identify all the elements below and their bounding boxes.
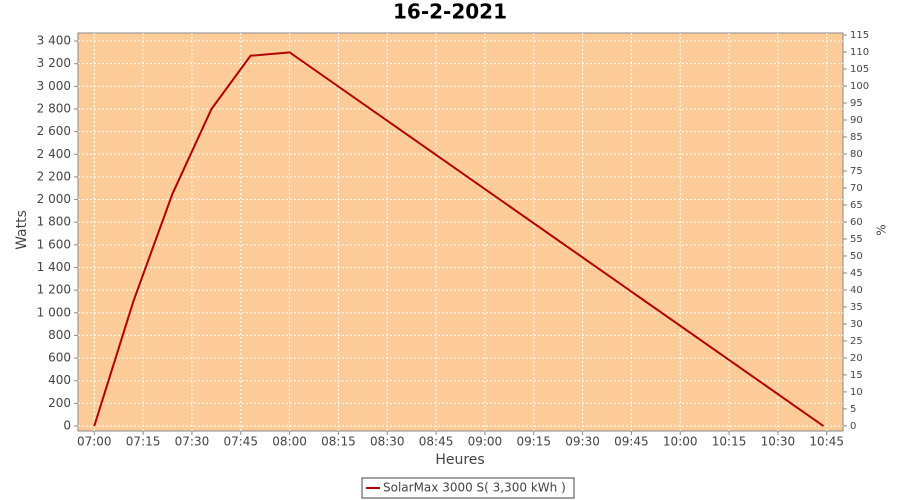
y-tick-label: 3 000: [37, 79, 71, 93]
y2-tick-label: 0: [850, 421, 856, 432]
y2-tick-label: 110: [850, 47, 869, 58]
y2-tick-label: 10: [850, 387, 863, 398]
x-tick-label: 08:30: [370, 435, 405, 449]
y-axis-label: Watts: [14, 210, 30, 250]
y2-axis-label: %: [875, 224, 889, 235]
y-tick-label: 3 400: [37, 34, 71, 48]
x-tick-label: 09:45: [614, 435, 649, 449]
y2-tick-label: 60: [850, 217, 863, 228]
y-tick-label: 1 400: [37, 260, 71, 274]
x-tick-label: 07:00: [77, 435, 112, 449]
y2-tick-label: 115: [850, 30, 869, 41]
x-tick-label: 09:30: [565, 435, 600, 449]
y-tick-label: 600: [48, 351, 71, 365]
x-tick-label: 08:45: [419, 435, 454, 449]
y-tick-label: 2 400: [37, 147, 71, 161]
x-axis-label: Heures: [435, 452, 484, 468]
x-tick-label: 08:15: [321, 435, 356, 449]
x-tick-label: 09:15: [516, 435, 551, 449]
y-tick-label: 2 600: [37, 124, 71, 138]
y2-tick-label: 85: [850, 132, 863, 143]
plot-area: [77, 32, 844, 432]
legend-label: SolarMax 3000 S( 3,300 kWh ): [383, 481, 566, 495]
y2-tick-label: 5: [850, 404, 856, 415]
y-tick-label: 800: [48, 328, 71, 342]
y-tick-label: 1 800: [37, 215, 71, 229]
y2-tick-label: 95: [850, 98, 863, 109]
y2-tick-label: 40: [850, 285, 863, 296]
y-tick-label: 1 000: [37, 305, 71, 319]
x-tick-label: 10:45: [809, 435, 844, 449]
y-tick-label: 1 600: [37, 237, 71, 251]
y2-tick-label: 25: [850, 336, 863, 347]
x-tick-label: 10:00: [663, 435, 698, 449]
legend: SolarMax 3000 S( 3,300 kWh ): [361, 477, 575, 499]
y2-tick-label: 45: [850, 268, 863, 279]
series-line: [93, 51, 825, 427]
y-tick-label: 200: [48, 396, 71, 410]
y2-tick-label: 55: [850, 234, 863, 245]
y2-tick-label: 70: [850, 183, 863, 194]
y2-tick-label: 20: [850, 353, 863, 364]
y-tick-label: 3 200: [37, 56, 71, 70]
y2-tick-label: 30: [850, 319, 863, 330]
y2-tick-label: 35: [850, 302, 863, 313]
y-tick-label: 1 200: [37, 283, 71, 297]
x-tick-label: 08:00: [272, 435, 307, 449]
chart-title: 16-2-2021: [393, 0, 507, 24]
x-tick-label: 10:30: [761, 435, 796, 449]
y2-tick-label: 65: [850, 200, 863, 211]
y-tick-label: 2 000: [37, 192, 71, 206]
y2-tick-label: 100: [850, 81, 869, 92]
x-tick-label: 07:30: [175, 435, 210, 449]
y-tick-label: 2 800: [37, 101, 71, 115]
y2-tick-label: 75: [850, 166, 863, 177]
y-tick-label: 0: [63, 419, 71, 433]
legend-box: [361, 477, 575, 499]
y-tick-label: 400: [48, 373, 71, 387]
x-tick-label: 07:15: [126, 435, 161, 449]
x-tick-label: 07:45: [223, 435, 258, 449]
x-tick-label: 10:15: [712, 435, 747, 449]
x-tick-label: 09:00: [468, 435, 503, 449]
y2-tick-label: 90: [850, 115, 863, 126]
y2-tick-label: 80: [850, 149, 863, 160]
y2-tick-label: 50: [850, 251, 863, 262]
y2-tick-label: 15: [850, 370, 863, 381]
y-tick-label: 2 200: [37, 169, 71, 183]
y2-tick-label: 105: [850, 64, 869, 75]
